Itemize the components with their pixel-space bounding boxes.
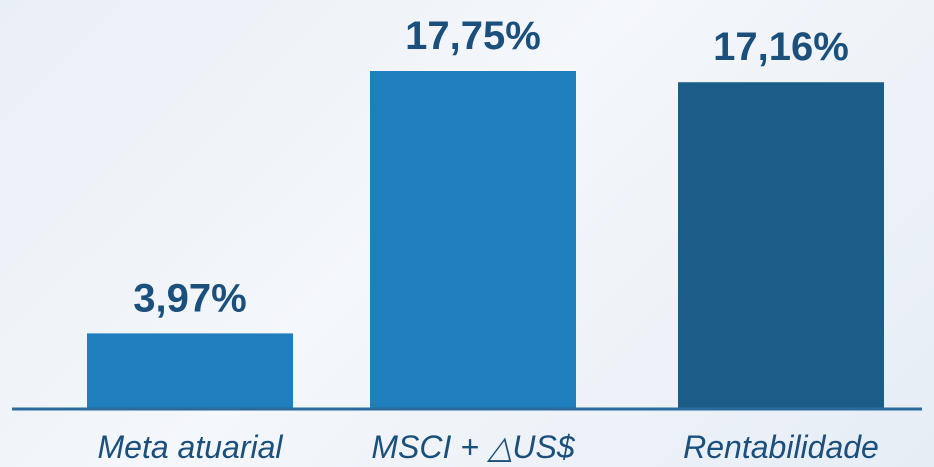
category-label-3: Rentabilidade (683, 429, 879, 465)
bar-3 (678, 82, 884, 410)
value-label-1: 3,97% (133, 276, 246, 320)
bar-2 (370, 71, 576, 409)
category-labels-group: Meta atuarial MSCI + △US$ Rentabilidade (98, 429, 879, 465)
value-label-3: 17,16% (713, 25, 849, 69)
value-label-2: 17,75% (405, 14, 541, 58)
bars-group (87, 71, 884, 410)
category-label-1: Meta atuarial (98, 429, 284, 465)
value-labels-group: 3,97% 17,75% 17,16% (133, 14, 849, 320)
bar-1 (87, 333, 293, 409)
category-label-2: MSCI + △US$ (371, 429, 576, 465)
